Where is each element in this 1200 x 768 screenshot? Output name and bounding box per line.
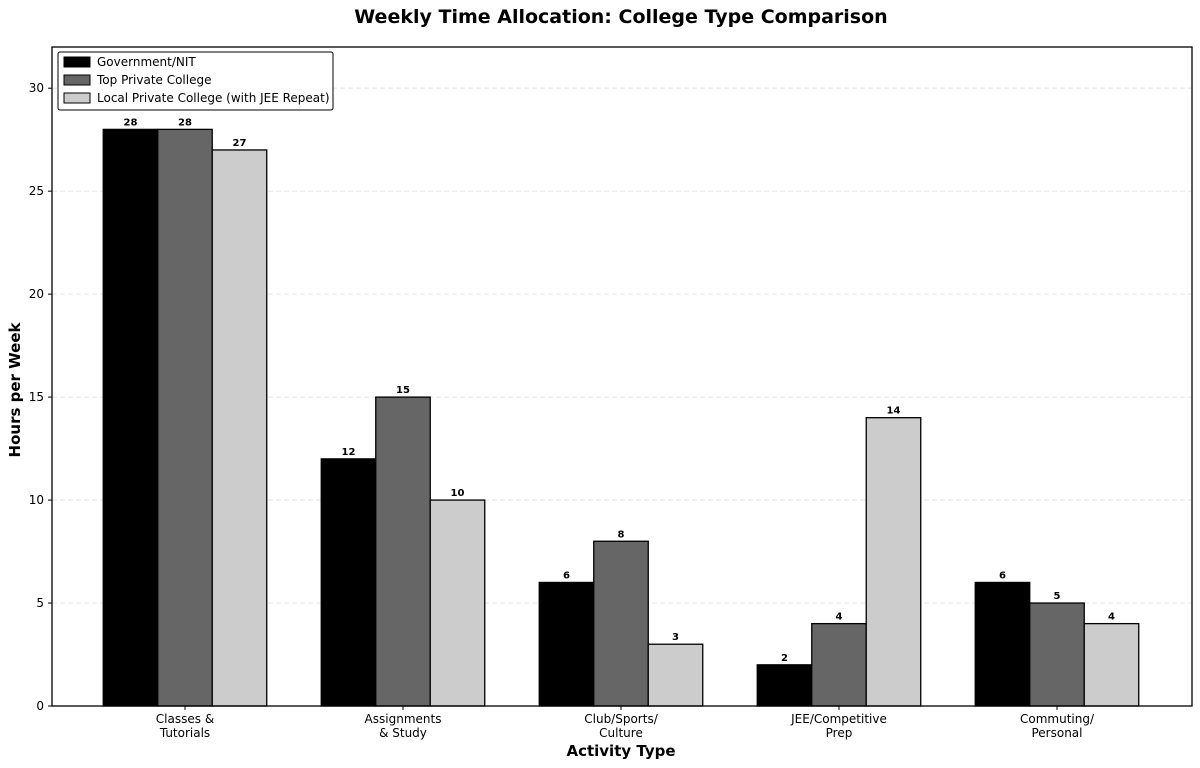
plot-frame bbox=[51, 46, 1193, 707]
x-tick-label: Commuting/Personal bbox=[1020, 712, 1095, 740]
bar bbox=[811, 622, 867, 707]
bar bbox=[647, 643, 704, 707]
x-tick-label: JEE/Competitive Prep bbox=[790, 712, 887, 740]
y-tick-label: 5 bbox=[36, 596, 44, 610]
value-label: 12 bbox=[342, 447, 356, 458]
legend-box bbox=[57, 51, 334, 111]
value-label: 28 bbox=[124, 117, 138, 128]
y-tick-label: 15 bbox=[29, 390, 44, 404]
value-label: 8 bbox=[618, 529, 625, 540]
x-axis-label: Activity Type bbox=[566, 742, 675, 760]
y-tick-label: 20 bbox=[29, 287, 44, 301]
y-tick-label: 25 bbox=[29, 184, 44, 198]
x-tick-label: Club/Sports/Culture bbox=[584, 712, 658, 740]
legend-swatch bbox=[63, 56, 91, 68]
legend: Government/NIT Top Private College Local P… bbox=[57, 51, 334, 111]
bars: 28 28 27 12 15 10 6 8 3 2 4 14 6 5 4 bbox=[102, 117, 1140, 707]
bar bbox=[974, 581, 1031, 707]
bar bbox=[211, 149, 268, 707]
legend-swatch bbox=[63, 92, 91, 104]
chart-title: Weekly Time Allocation: College Type Com… bbox=[354, 6, 887, 28]
value-label: 4 bbox=[836, 612, 843, 623]
x-tick-label: Assignments & Study bbox=[365, 712, 442, 740]
bar bbox=[102, 128, 159, 707]
bar bbox=[756, 664, 813, 707]
y-tick-label: 10 bbox=[29, 493, 44, 507]
value-label: 5 bbox=[1054, 591, 1061, 602]
legend-label: Government/NIT bbox=[97, 55, 196, 69]
bar bbox=[593, 540, 649, 707]
value-label: 6 bbox=[563, 570, 570, 581]
bar bbox=[320, 458, 377, 707]
value-label: 6 bbox=[999, 570, 1006, 581]
x-tick-label: Classes & Tutorials bbox=[156, 712, 214, 740]
value-label: 15 bbox=[396, 385, 410, 396]
y-axis-label: Hours per Week bbox=[6, 322, 24, 458]
bar bbox=[1083, 622, 1140, 707]
bar bbox=[429, 499, 486, 707]
legend-label: Top Private College bbox=[96, 73, 212, 87]
bar bbox=[157, 128, 213, 707]
y-tick-label: 0 bbox=[36, 699, 44, 713]
value-label: 27 bbox=[233, 138, 247, 149]
value-label: 14 bbox=[887, 406, 901, 417]
value-label: 10 bbox=[451, 488, 465, 499]
legend-swatch bbox=[63, 74, 91, 86]
value-label: 28 bbox=[178, 117, 192, 128]
legend-label: Local Private College (with JEE Repeat) bbox=[97, 91, 330, 105]
bar bbox=[1029, 602, 1085, 707]
value-label: 3 bbox=[672, 632, 679, 643]
value-label: 2 bbox=[781, 653, 788, 664]
bar bbox=[865, 417, 922, 707]
value-label: 4 bbox=[1108, 612, 1115, 623]
y-tick-label: 30 bbox=[29, 81, 44, 95]
bar bbox=[538, 581, 595, 707]
bar bbox=[375, 396, 431, 707]
